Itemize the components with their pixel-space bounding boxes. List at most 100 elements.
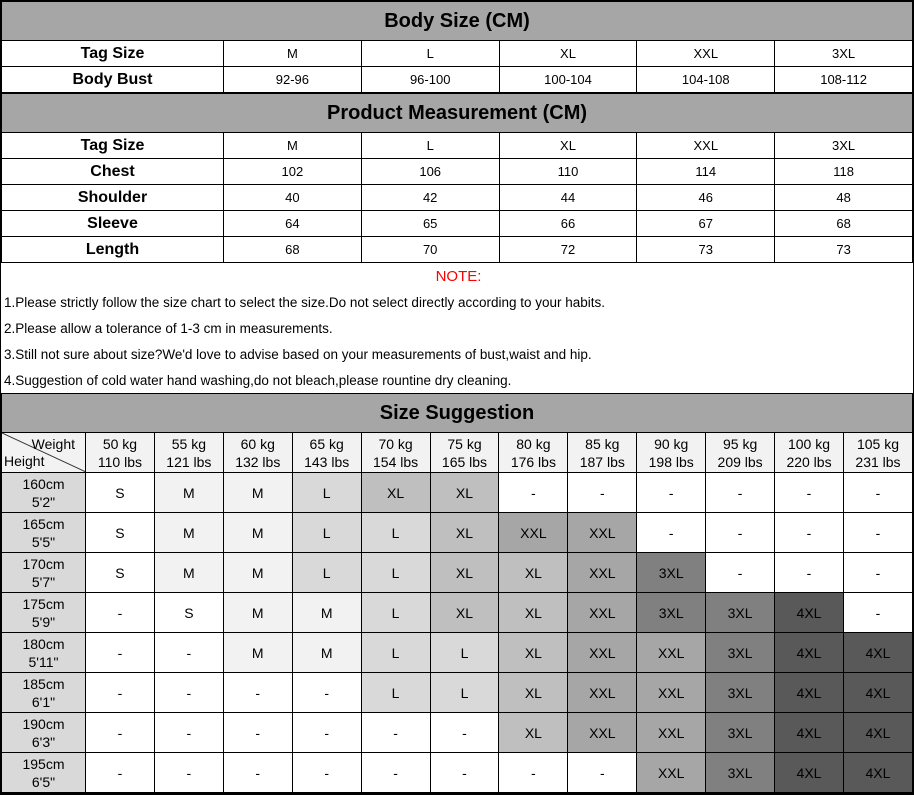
weight-label: Weight bbox=[31, 436, 75, 452]
weight-kg: 50 kg bbox=[102, 435, 138, 452]
weight-header: 100 kg 220 lbs bbox=[774, 432, 844, 473]
weight-lbs: 187 lbs bbox=[579, 453, 625, 470]
size-cell: L bbox=[429, 632, 500, 673]
size-cell: - bbox=[705, 552, 776, 593]
row-label: Tag Size bbox=[1, 132, 224, 159]
size-cell: S bbox=[85, 472, 155, 513]
size-cell: S bbox=[85, 512, 155, 553]
weight-lbs: 231 lbs bbox=[855, 453, 901, 470]
weight-header: 95 kg 209 lbs bbox=[705, 432, 776, 473]
weight-header: 70 kg 154 lbs bbox=[360, 432, 431, 473]
table-cell: 104-108 bbox=[636, 66, 776, 93]
weight-kg: 90 kg bbox=[654, 435, 689, 452]
size-cell: L bbox=[360, 672, 431, 713]
size-cell: 3XL bbox=[705, 632, 776, 673]
height-header: 175cm 5'9" bbox=[1, 592, 86, 633]
table-row: Tag Size M L XL XXL 3XL bbox=[1, 40, 913, 67]
height-cm: 185cm bbox=[22, 675, 65, 692]
weight-lbs: 176 lbs bbox=[510, 453, 556, 470]
table-row: 160cm 5'2" S M M L XL XL - - - - - - bbox=[1, 472, 914, 513]
weight-lbs: 121 lbs bbox=[166, 453, 212, 470]
size-cell: - bbox=[705, 472, 776, 513]
height-header: 190cm 6'3" bbox=[1, 712, 86, 753]
size-cell: L bbox=[291, 512, 362, 553]
table-cell: XXL bbox=[636, 132, 776, 159]
table-row: Tag Size M L XL XXL 3XL bbox=[1, 132, 913, 159]
table-row: 185cm 6'1" - - - - L L XL XXL XXL 3XL 4XL 4XL bbox=[1, 672, 914, 713]
table-cell: 42 bbox=[360, 184, 500, 211]
row-label: Body Bust bbox=[1, 66, 224, 93]
height-ft: 6'1" bbox=[31, 693, 56, 710]
table-cell: 68 bbox=[223, 236, 362, 263]
size-cell: 3XL bbox=[705, 752, 776, 793]
section-title: Body Size (CM) bbox=[1, 1, 913, 41]
weight-kg: 60 kg bbox=[240, 435, 275, 452]
size-cell: M bbox=[153, 552, 224, 593]
size-cell: XL bbox=[498, 712, 569, 753]
table-cell: 3XL bbox=[774, 40, 913, 67]
size-cell: XXL bbox=[567, 712, 638, 753]
size-cell: 3XL bbox=[705, 712, 776, 753]
size-cell: M bbox=[153, 512, 224, 553]
size-cell: - bbox=[842, 552, 914, 593]
table-row: 180cm 5'11" - - M M L L XL XXL XXL 3XL 4XL 4XL bbox=[1, 632, 914, 673]
size-cell: - bbox=[153, 672, 224, 713]
product-measurement-table: Product Measurement (CM) Tag Size M L XL XXL 3… bbox=[1, 93, 913, 263]
size-cell: - bbox=[85, 672, 155, 713]
table-cell: 106 bbox=[360, 158, 500, 185]
weight-lbs: 143 lbs bbox=[304, 453, 350, 470]
note-line: 2.Please allow a tolerance of 1-3 cm in … bbox=[4, 320, 333, 336]
size-suggestion-table: Size Suggestion Weight Height 50 kg 110 lbs 5… bbox=[1, 393, 914, 793]
weight-kg: 75 kg bbox=[447, 435, 482, 452]
size-cell: L bbox=[360, 592, 431, 633]
size-cell: XL bbox=[429, 592, 500, 633]
size-cell: XL bbox=[429, 472, 500, 513]
size-cell: XL bbox=[498, 632, 569, 673]
size-cell: S bbox=[153, 592, 224, 633]
size-cell: - bbox=[85, 752, 155, 793]
section-title: Product Measurement (CM) bbox=[1, 93, 913, 133]
height-ft: 5'5" bbox=[31, 533, 56, 550]
weight-lbs: 209 lbs bbox=[717, 453, 763, 470]
height-ft: 5'9" bbox=[31, 613, 56, 630]
body-size-table: Body Size (CM) Tag Size M L XL XXL 3XL Body Bus… bbox=[1, 1, 913, 93]
weight-header: 105 kg 231 lbs bbox=[842, 432, 914, 473]
size-cell: L bbox=[429, 672, 500, 713]
height-cm: 175cm bbox=[22, 595, 65, 612]
size-cell: XXL bbox=[567, 592, 638, 633]
height-cm: 170cm bbox=[22, 555, 65, 572]
size-cell: 4XL bbox=[842, 752, 914, 793]
size-cell: - bbox=[291, 752, 362, 793]
table-cell: XL bbox=[498, 40, 638, 67]
size-cell: 3XL bbox=[636, 592, 707, 633]
weight-lbs: 132 lbs bbox=[235, 453, 281, 470]
weight-header: 60 kg 132 lbs bbox=[222, 432, 293, 473]
table-cell: 67 bbox=[636, 210, 776, 237]
size-cell: - bbox=[567, 472, 638, 513]
size-cell: - bbox=[636, 512, 707, 553]
size-cell: XXL bbox=[567, 672, 638, 713]
row-label: Tag Size bbox=[1, 40, 224, 67]
row-label: Shoulder bbox=[1, 184, 224, 211]
note-title: NOTE: bbox=[435, 267, 482, 285]
size-cell: - bbox=[567, 752, 638, 793]
table-row: 195cm 6'5" - - - - - - - - XXL 3XL 4XL 4XL bbox=[1, 752, 914, 793]
weight-kg: 100 kg bbox=[787, 435, 831, 452]
size-cell: M bbox=[222, 472, 293, 513]
height-cm: 190cm bbox=[22, 715, 65, 732]
size-cell: - bbox=[291, 712, 362, 753]
corner-header: Weight Height bbox=[1, 432, 86, 473]
table-cell: 68 bbox=[774, 210, 913, 237]
weight-lbs: 198 lbs bbox=[648, 453, 694, 470]
table-cell: 102 bbox=[223, 158, 362, 185]
height-cm: 195cm bbox=[22, 755, 65, 772]
height-ft: 5'11" bbox=[28, 653, 59, 670]
weight-header: 80 kg 176 lbs bbox=[498, 432, 569, 473]
size-cell: - bbox=[842, 592, 914, 633]
table-cell: 66 bbox=[498, 210, 638, 237]
weight-header: 50 kg 110 lbs bbox=[85, 432, 155, 473]
table-row: Shoulder 40 42 44 46 48 bbox=[1, 184, 913, 211]
weight-lbs: 220 lbs bbox=[786, 453, 832, 470]
height-header: 180cm 5'11" bbox=[1, 632, 86, 673]
table-cell: 46 bbox=[636, 184, 776, 211]
